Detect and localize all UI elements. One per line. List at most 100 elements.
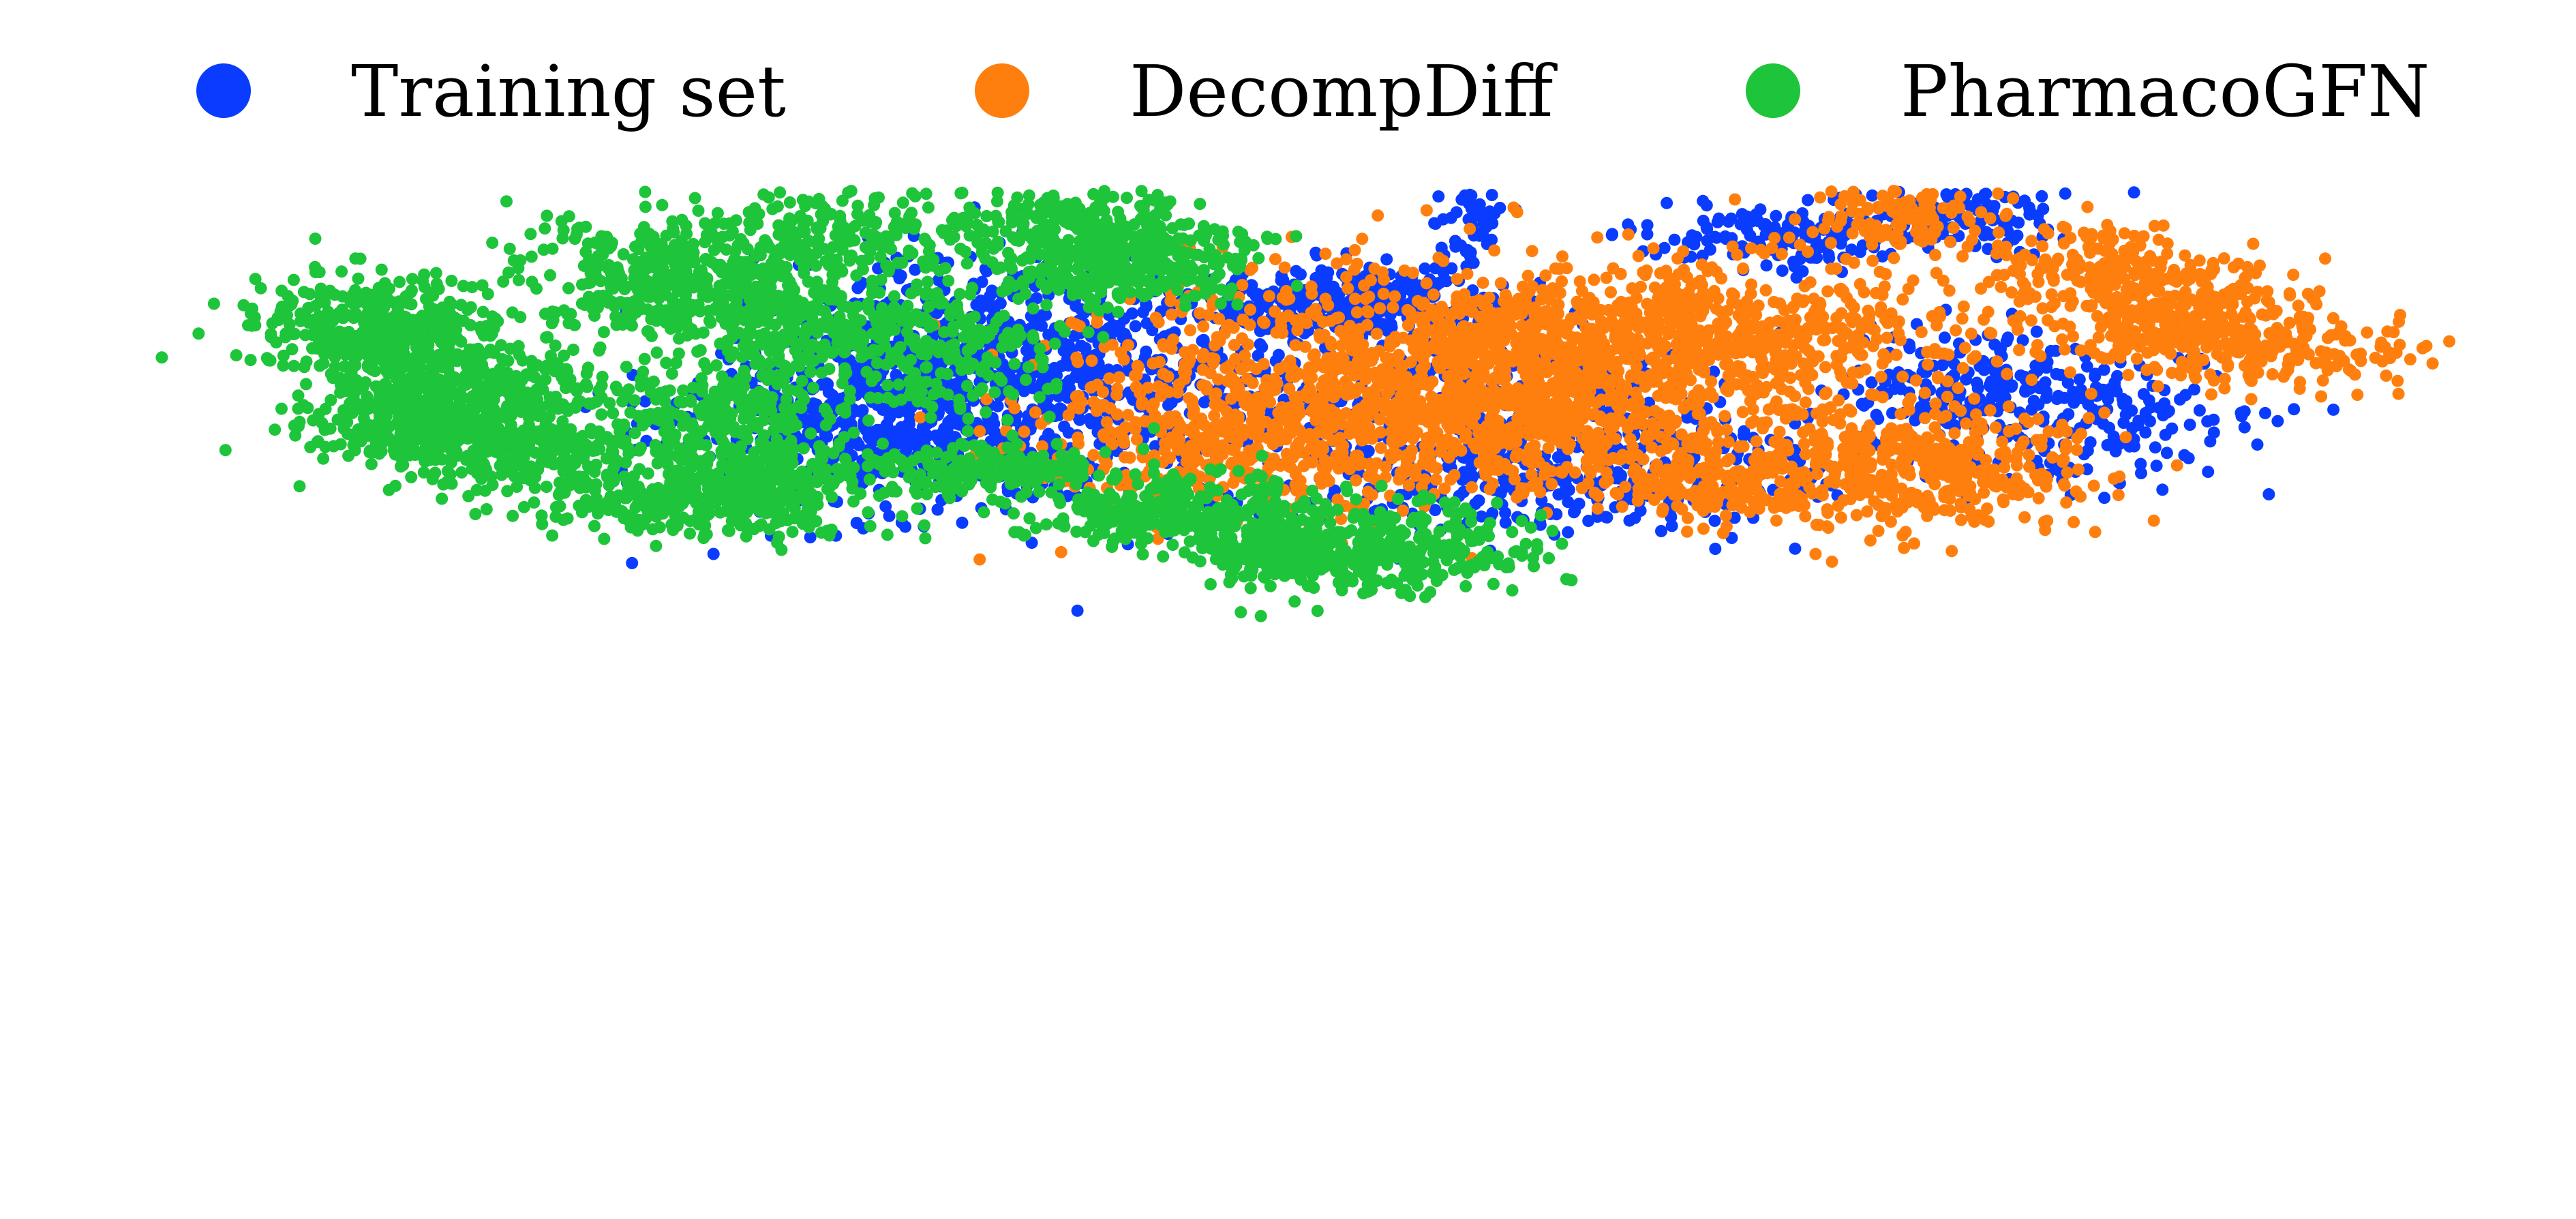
scatter-point <box>2072 463 2085 476</box>
scatter-point <box>1309 303 1322 316</box>
scatter-point <box>2011 229 2024 242</box>
scatter-point <box>1647 242 1660 255</box>
scatter-point <box>1418 328 1431 340</box>
scatter-point <box>1878 280 1891 293</box>
scatter-point <box>1330 312 1343 325</box>
scatter-point <box>1244 303 1256 316</box>
scatter-point <box>1278 261 1291 274</box>
scatter-point <box>2073 373 2086 386</box>
scatter-point <box>1754 203 1767 216</box>
scatter-point <box>1466 305 1479 318</box>
scatter-point <box>1526 303 1539 316</box>
scatter-point <box>1277 273 1290 286</box>
scatter-point <box>1935 347 1947 360</box>
scatter-point <box>1866 189 1879 202</box>
scatter-point <box>1404 356 1417 369</box>
scatter-point <box>1817 334 1830 347</box>
scatter-point <box>1671 252 1684 265</box>
scatter-point <box>1896 293 1909 306</box>
scatter-point <box>1903 340 1915 352</box>
scatter-point <box>1243 318 1256 331</box>
scatter-point <box>1359 373 1372 386</box>
scatter-point <box>1380 253 1393 266</box>
scatter-point <box>1641 297 1654 310</box>
scatter-point <box>1550 360 1563 372</box>
scatter-point <box>1595 315 1608 328</box>
scatter-point <box>1294 406 1307 419</box>
scatter-point <box>1756 342 1769 355</box>
scatter-point <box>888 425 900 438</box>
scatter-point <box>1675 428 1688 441</box>
scatter-point <box>1858 318 1870 331</box>
scatter-point <box>1580 439 1593 452</box>
scatter-point <box>2040 391 2052 404</box>
scatter-point <box>1296 312 1308 325</box>
scatter-point <box>1073 413 1086 426</box>
scatter-point <box>1684 296 1697 308</box>
scatter-point <box>1986 391 1999 404</box>
scatter-point <box>877 403 889 416</box>
scatter-point <box>1776 332 1789 345</box>
scatter-point <box>1562 417 1575 430</box>
scatter-point <box>1641 228 1654 241</box>
scatter-point <box>1705 375 1718 388</box>
scatter-point <box>1348 243 1361 256</box>
scatter-point <box>1628 511 1641 524</box>
scatter-point <box>1745 278 1758 291</box>
scatter-point <box>2022 201 2035 214</box>
scatter-point <box>1978 229 1990 242</box>
scatter-point <box>1157 367 1170 380</box>
scatter-point <box>1363 290 1376 303</box>
scatter-point <box>1258 316 1271 329</box>
scatter-point <box>1708 365 1721 378</box>
scatter-point <box>1383 340 1396 352</box>
scatter-point <box>1655 337 1668 350</box>
scatter-point <box>1965 327 1978 340</box>
scatter-point <box>820 377 833 390</box>
scatter-point <box>2149 441 2162 454</box>
scatter-point <box>1321 352 1334 365</box>
scatter-point <box>1865 376 1878 389</box>
scatter-point <box>1881 331 1894 344</box>
scatter-point <box>1745 242 1757 255</box>
scatter-point <box>2001 331 2014 344</box>
scatter-point <box>1652 299 1665 312</box>
scatter-point <box>2182 452 2195 465</box>
scatter-point <box>1823 252 1836 265</box>
scatter-point <box>1319 247 1332 260</box>
scatter-point <box>1813 297 1826 310</box>
scatter-point <box>1111 382 1124 395</box>
scatter-point <box>2062 408 2075 421</box>
scatter-point <box>1569 466 1581 479</box>
scatter-point <box>1789 390 1802 403</box>
scatter-point <box>1331 257 1344 270</box>
scatter-point <box>1721 304 1734 317</box>
scatter-point <box>2288 403 2301 416</box>
scatter-point <box>1370 327 1383 340</box>
scatter-point <box>1461 267 1474 280</box>
scatter-point <box>1903 404 1915 416</box>
scatter-point <box>1089 367 1102 380</box>
scatter-point <box>1797 426 1810 439</box>
scatter-point <box>2271 415 2284 427</box>
scatter-point <box>1058 420 1071 433</box>
scatter-point <box>1783 231 1795 244</box>
scatter-point <box>1494 277 1507 290</box>
scatter-point <box>1535 387 1547 400</box>
scatter-point <box>1318 329 1331 342</box>
scatter-point <box>1511 382 1524 395</box>
scatter-point <box>1971 376 1984 389</box>
scatter-point <box>1594 414 1607 427</box>
scatter-point <box>1582 515 1595 527</box>
scatter-point <box>890 368 903 381</box>
scatter-point <box>1505 327 1518 340</box>
scatter-point <box>1770 377 1783 390</box>
scatter-point <box>1591 231 1604 244</box>
scatter-point <box>1246 376 1259 389</box>
scatter-point <box>879 500 892 513</box>
scatter-point <box>1372 374 1384 386</box>
scatter-point <box>1789 542 1802 555</box>
scatter-point <box>707 547 720 560</box>
scatter-point <box>1682 357 1695 370</box>
